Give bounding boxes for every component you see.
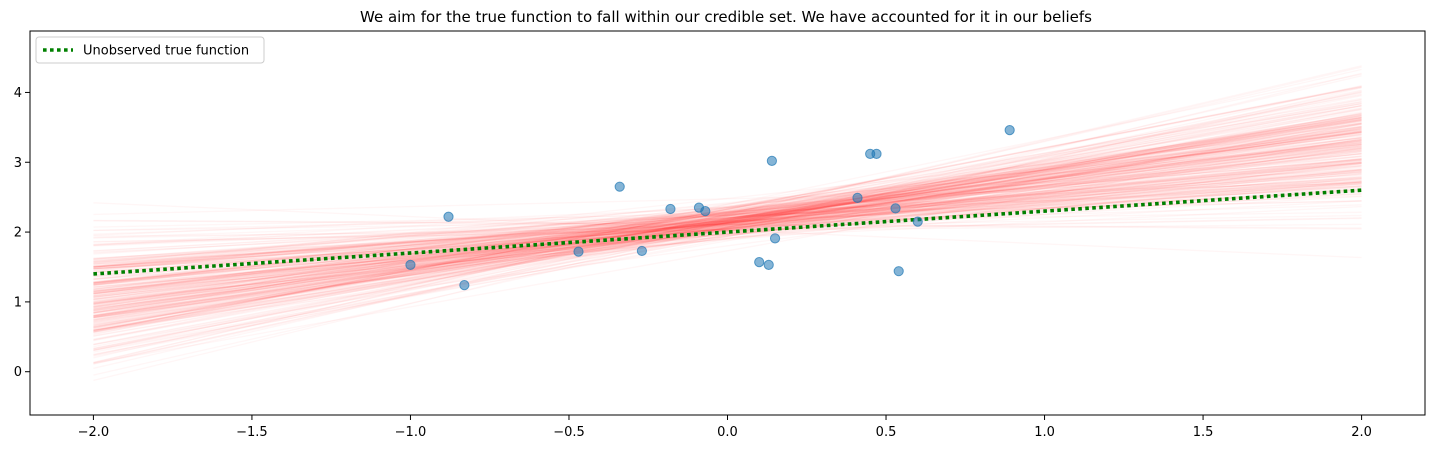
- observation-point: [443, 211, 454, 222]
- legend-box: [35, 36, 265, 64]
- observation-point: [912, 216, 923, 227]
- legend-label: Unobserved true function: [83, 44, 249, 59]
- posterior-sample-line: [93, 127, 1361, 290]
- x-tick-label: −2.0: [78, 425, 110, 440]
- observations-layer: [405, 125, 1015, 291]
- observation-point: [852, 192, 863, 203]
- x-tick-label: −1.0: [395, 425, 427, 440]
- x-tick-label: 1.5: [1193, 425, 1214, 440]
- observation-point: [665, 203, 676, 215]
- x-tick-label: 2.0: [1351, 425, 1372, 440]
- x-tick-label: 0.5: [876, 425, 897, 440]
- observation-point: [769, 233, 781, 244]
- observation-point: [459, 280, 470, 291]
- legend: Unobserved true function: [35, 36, 265, 64]
- observation-point: [766, 155, 777, 166]
- observation-point: [890, 203, 901, 214]
- posterior-samples-layer: [93, 66, 1361, 381]
- y-tick-label: 3: [14, 156, 22, 171]
- observation-point: [573, 246, 584, 257]
- observation-point: [754, 256, 765, 268]
- observation-point: [1004, 125, 1015, 136]
- observation-point: [893, 266, 904, 277]
- x-tick-label: 0.0: [717, 425, 738, 440]
- observation-point: [405, 259, 416, 270]
- x-axis: −2.0 −1.5 −1.0 −0.5 0.0 0.5 1.0 1.5 2.0: [78, 415, 1372, 440]
- y-axis: 0 1 2 3 4: [14, 86, 30, 380]
- observation-point: [700, 206, 711, 217]
- posterior-sample-line: [93, 110, 1361, 349]
- y-tick-label: 0: [14, 365, 22, 380]
- y-tick-label: 2: [14, 226, 22, 241]
- x-tick-label: −0.5: [553, 425, 585, 440]
- x-tick-label: −1.5: [236, 425, 268, 440]
- true-function-line: [93, 188, 1362, 276]
- y-tick-label: 1: [14, 295, 22, 310]
- true-function-layer: [93, 188, 1362, 276]
- chart-title: We aim for the true function to fall wit…: [360, 8, 1092, 26]
- y-tick-label: 4: [14, 86, 22, 101]
- observation-point: [636, 245, 647, 257]
- observation-point: [763, 259, 774, 270]
- x-tick-label: 1.0: [1034, 425, 1055, 440]
- observation-point: [871, 148, 882, 159]
- observation-point: [614, 181, 625, 192]
